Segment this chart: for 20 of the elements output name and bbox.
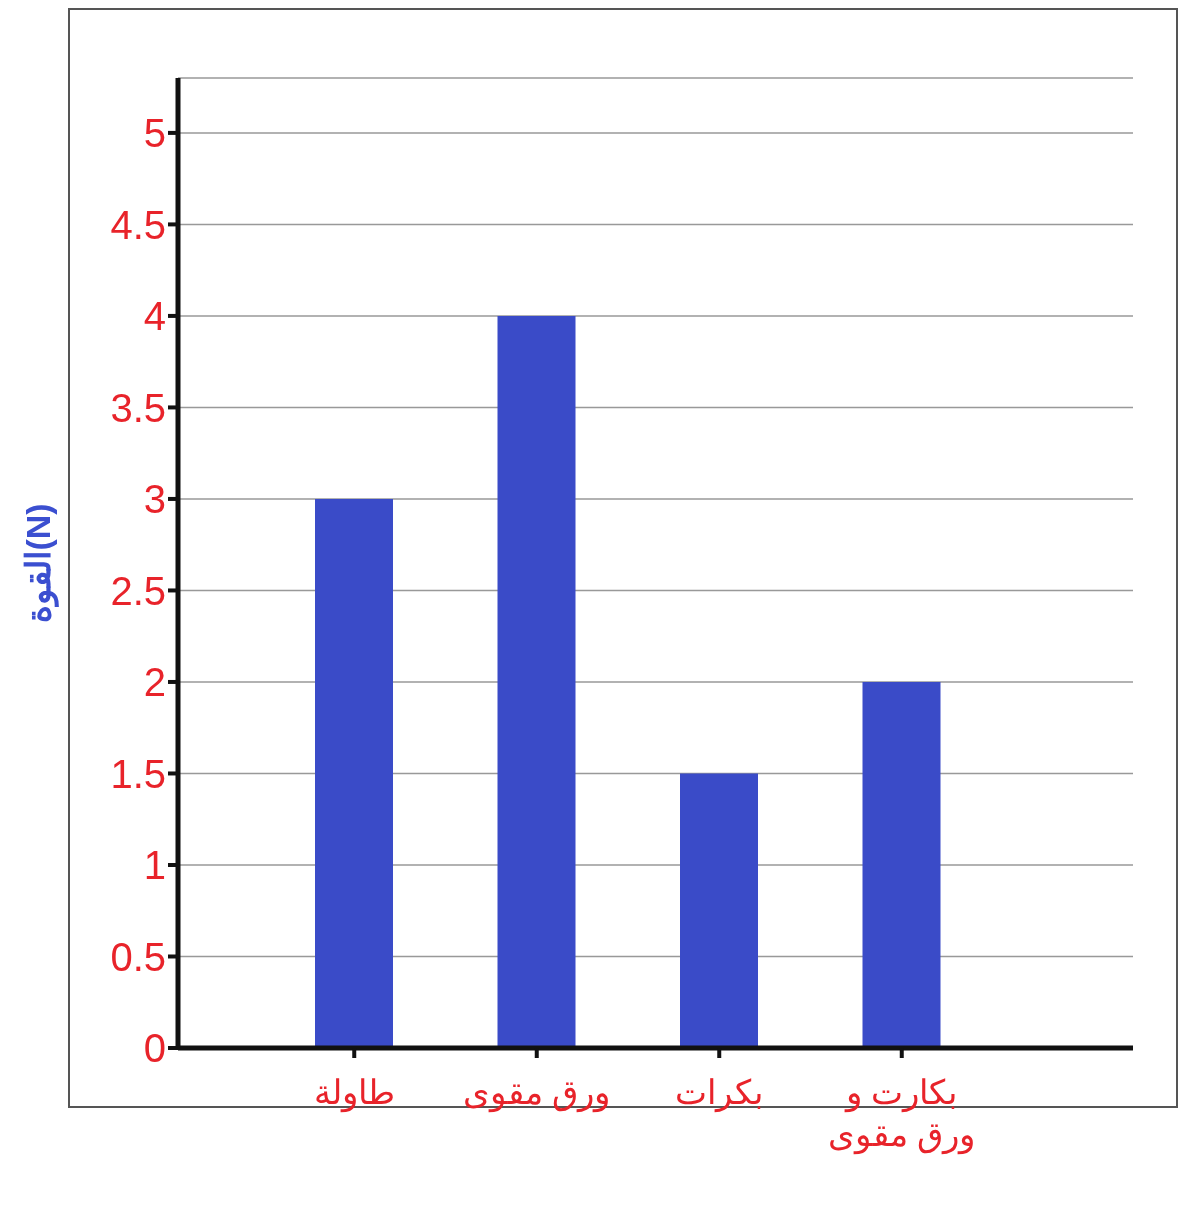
y-tick-label: 4.5 — [110, 202, 166, 247]
y-tick-label: 0.5 — [110, 934, 166, 979]
y-tick-label: 2 — [143, 660, 166, 705]
y-tick-label: 0 — [143, 1026, 166, 1071]
bar — [680, 773, 758, 1048]
y-axis-title: القوة(N) — [19, 503, 60, 623]
y-tick-label: 1 — [143, 843, 166, 888]
y-tick-label: 5 — [143, 111, 166, 156]
y-tick-label: 1.5 — [110, 751, 166, 796]
x-tick-label: ورق مقوى — [463, 1073, 611, 1113]
y-tick-label: 2.5 — [110, 568, 166, 613]
x-tick-label: طاولة — [313, 1073, 395, 1113]
x-tick-label: بكرات — [675, 1073, 764, 1113]
x-tick-label: بكارت و ورق مقوى — [828, 1073, 976, 1155]
bar — [862, 681, 941, 1048]
y-tick-label: 3.5 — [110, 385, 166, 430]
bar — [315, 498, 393, 1048]
bar — [497, 315, 576, 1048]
y-tick-label: 3 — [143, 477, 166, 522]
y-tick-label: 4 — [143, 294, 166, 339]
